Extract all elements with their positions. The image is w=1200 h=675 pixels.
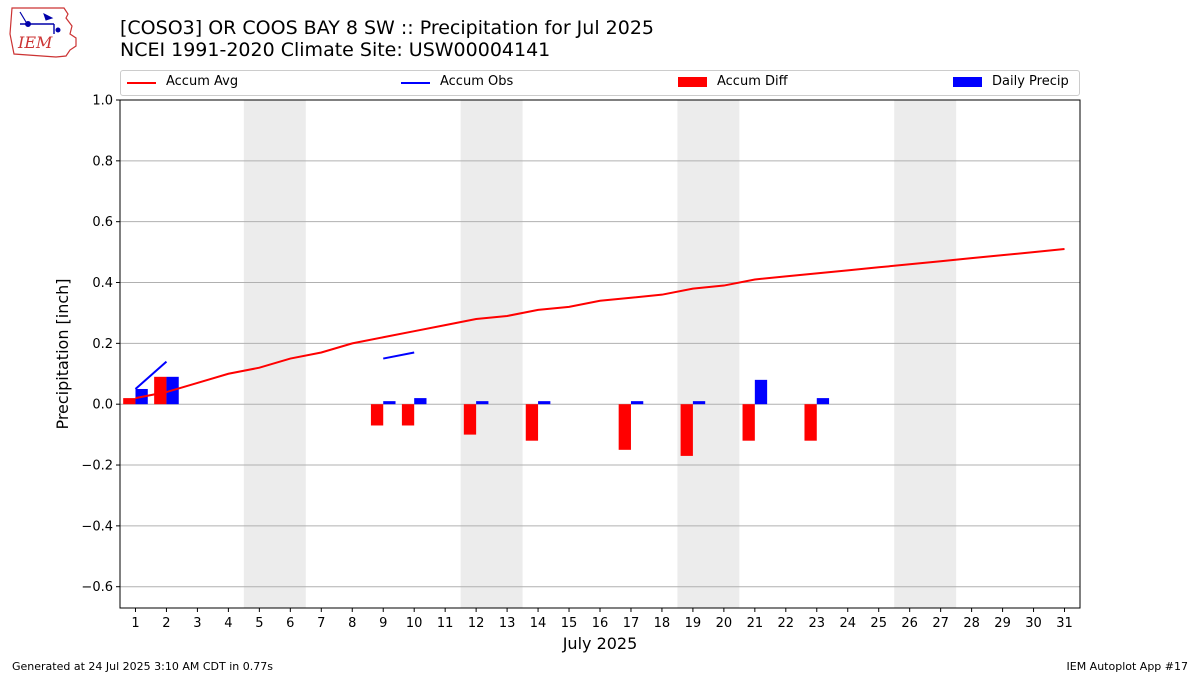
x-tick-label: 4 bbox=[224, 616, 232, 631]
x-tick-label: 27 bbox=[932, 616, 949, 631]
accum-diff-bar bbox=[401, 404, 415, 426]
y-tick-label: 0.0 bbox=[92, 398, 113, 413]
daily-precip-bar bbox=[476, 401, 489, 405]
legend-label: Daily Precip bbox=[992, 74, 1069, 89]
y-tick-label: 1.0 bbox=[92, 94, 113, 109]
accum-diff-bar bbox=[618, 404, 631, 450]
accum-diff-bar bbox=[370, 404, 384, 426]
accum-diff-bar bbox=[463, 404, 477, 435]
chart-subtitle: NCEI 1991-2020 Climate Site: USW00004141 bbox=[120, 39, 551, 61]
daily-precip-bar bbox=[816, 398, 830, 405]
accum-obs-line bbox=[383, 351, 415, 360]
x-axis-label: July 2025 bbox=[562, 634, 638, 653]
x-tick-label: 8 bbox=[348, 616, 356, 631]
accum-diff-bar bbox=[804, 404, 817, 441]
legend-label: Accum Obs bbox=[440, 74, 514, 89]
accum-diff-bar bbox=[123, 398, 136, 405]
x-tick-label: 16 bbox=[592, 616, 609, 631]
x-tick-label: 5 bbox=[255, 616, 263, 631]
legend-label: Accum Diff bbox=[717, 74, 788, 89]
x-tick-label: 19 bbox=[685, 616, 702, 631]
daily-precip-bar bbox=[414, 398, 427, 405]
daily-precip-bar bbox=[692, 401, 706, 405]
x-tick-label: 25 bbox=[870, 616, 887, 631]
x-tick-label: 29 bbox=[994, 616, 1011, 631]
accum-diff-bar bbox=[154, 376, 167, 405]
x-tick-label: 9 bbox=[379, 616, 387, 631]
legend-swatch bbox=[953, 77, 982, 87]
x-tick-label: 14 bbox=[530, 616, 547, 631]
plot-frame bbox=[119, 99, 1081, 609]
x-tick-label: 11 bbox=[437, 616, 454, 631]
legend-swatch bbox=[127, 82, 156, 84]
x-tick-label: 28 bbox=[963, 616, 980, 631]
y-tick-label: 0.8 bbox=[92, 154, 113, 169]
x-tick-label: 13 bbox=[499, 616, 516, 631]
x-tick-label: 18 bbox=[654, 616, 671, 631]
legend-swatch bbox=[401, 82, 430, 84]
daily-precip-bar bbox=[538, 401, 551, 405]
weather-station-icon bbox=[19, 11, 61, 34]
legend-label: Accum Avg bbox=[166, 74, 239, 89]
x-tick-label: 20 bbox=[716, 616, 733, 631]
x-tick-label: 7 bbox=[317, 616, 325, 631]
y-tick-label: 0.4 bbox=[92, 276, 113, 291]
accum-avg-line bbox=[135, 248, 1065, 400]
daily-precip-bar bbox=[383, 401, 396, 405]
y-tick-label: 0.6 bbox=[92, 215, 113, 230]
x-tick-label: 6 bbox=[286, 616, 294, 631]
x-tick-label: 23 bbox=[809, 616, 826, 631]
x-tick-label: 22 bbox=[778, 616, 795, 631]
legend: Accum Avg Accum Obs Accum Diff Daily Pre… bbox=[120, 70, 1080, 96]
logo-text: IEM bbox=[17, 33, 53, 52]
weekend-shade bbox=[677, 100, 740, 608]
y-tick-label: −0.4 bbox=[81, 519, 113, 534]
x-tick-label: 31 bbox=[1056, 616, 1073, 631]
x-tick-label: 1 bbox=[131, 616, 139, 631]
daily-precip-bar bbox=[754, 379, 768, 405]
generated-note: Generated at 24 Jul 2025 3:10 AM CDT in … bbox=[12, 660, 273, 673]
accum-diff-bar bbox=[680, 404, 693, 456]
daily-precip-bar bbox=[630, 401, 644, 405]
x-tick-label: 15 bbox=[561, 616, 578, 631]
accum-obs-line bbox=[134, 360, 168, 390]
weekend-shade bbox=[894, 100, 957, 608]
chart-title: [COSO3] OR COOS BAY 8 SW :: Precipitatio… bbox=[120, 17, 655, 39]
x-tick-label: 2 bbox=[162, 616, 170, 631]
x-tick-label: 12 bbox=[468, 616, 485, 631]
y-tick-label: −0.2 bbox=[81, 459, 113, 474]
y-tick-label: 0.2 bbox=[92, 337, 113, 352]
iem-logo: IEM bbox=[9, 7, 77, 58]
accum-diff-bar bbox=[742, 404, 755, 441]
legend-swatch bbox=[678, 77, 707, 87]
x-tick-label: 30 bbox=[1025, 616, 1042, 631]
x-tick-label: 24 bbox=[839, 616, 856, 631]
weekend-shade bbox=[460, 100, 523, 608]
y-tick-label: −0.6 bbox=[81, 580, 113, 595]
y-axis-label: Precipitation [inch] bbox=[53, 278, 72, 429]
x-tick-label: 17 bbox=[623, 616, 640, 631]
x-tick-label: 26 bbox=[901, 616, 918, 631]
app-note: IEM Autoplot App #17 bbox=[1066, 660, 1189, 673]
weekend-shade bbox=[243, 100, 306, 608]
x-tick-label: 3 bbox=[193, 616, 201, 631]
x-tick-label: 21 bbox=[747, 616, 764, 631]
x-tick-label: 10 bbox=[406, 616, 423, 631]
accum-diff-bar bbox=[525, 404, 539, 441]
